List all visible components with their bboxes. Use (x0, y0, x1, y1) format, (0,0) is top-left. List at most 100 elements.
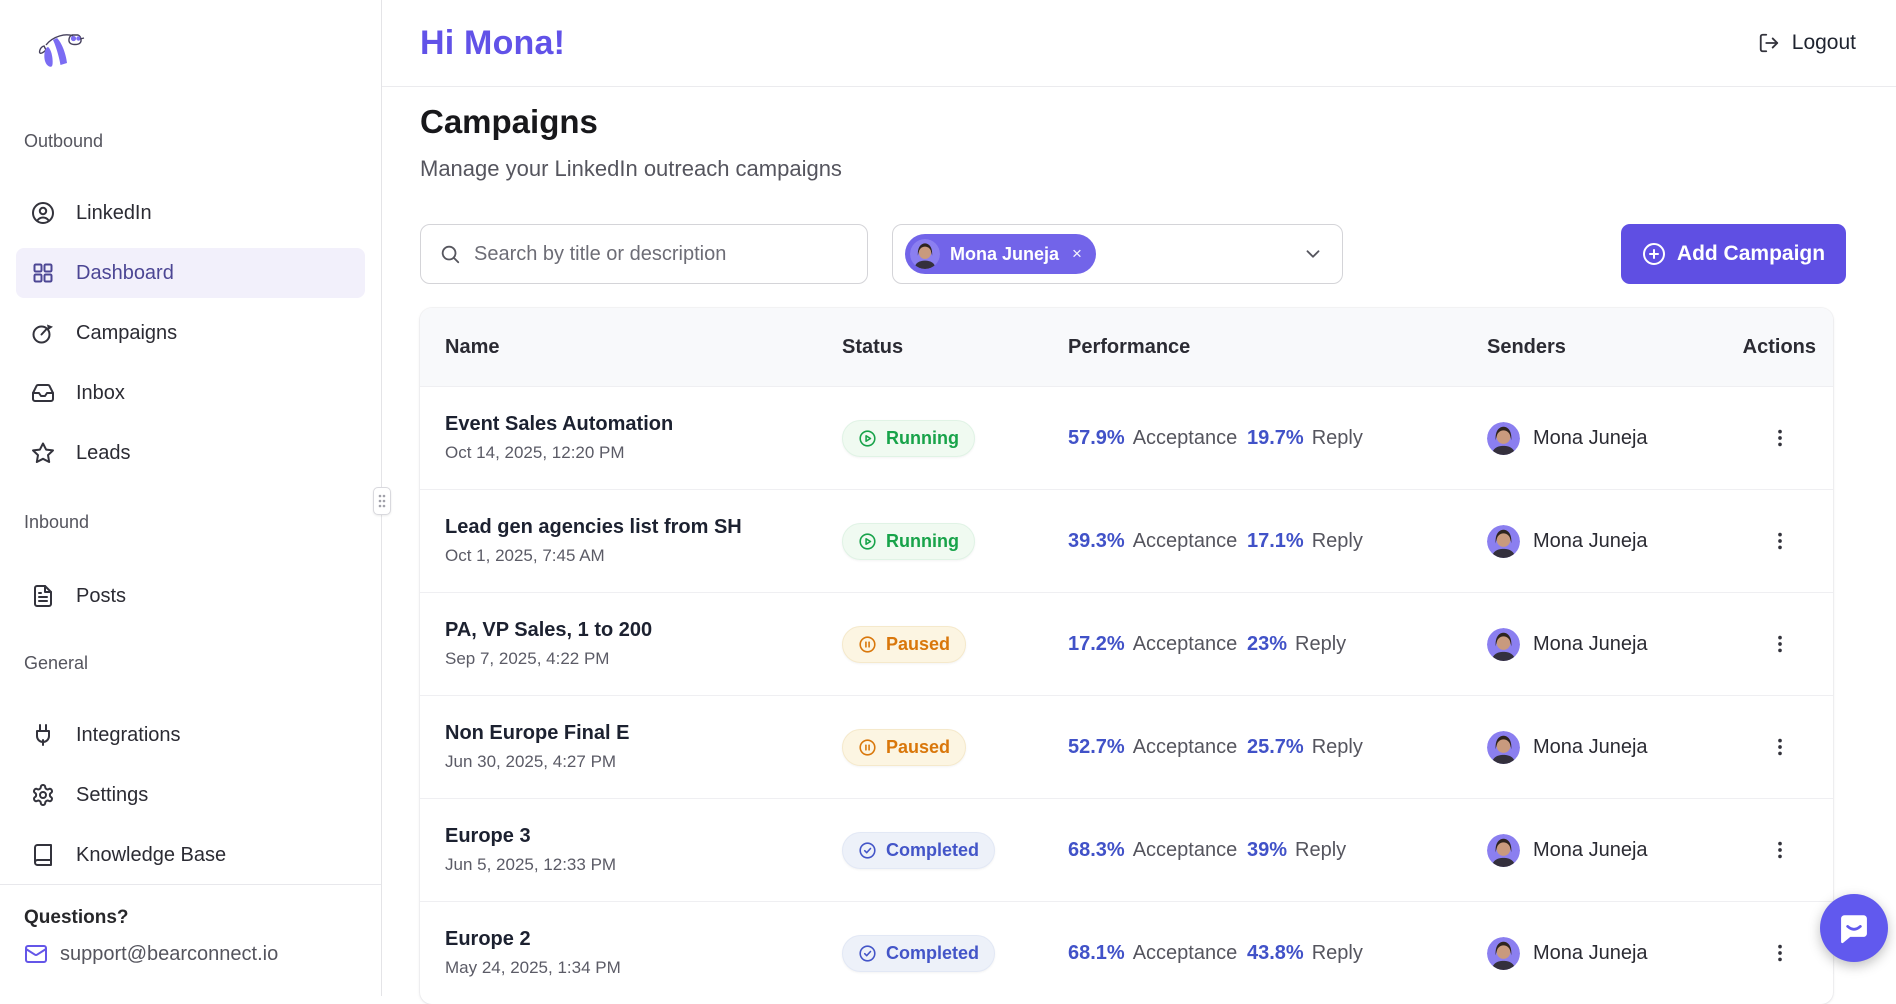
plug-icon (36, 724, 50, 746)
sidebar-item-linkedin[interactable]: LinkedIn (16, 188, 365, 238)
campaign-date: May 24, 2025, 1:34 PM (445, 958, 621, 977)
page-title: Campaigns (420, 103, 598, 140)
sidebar: Outbound LinkedIn Dashboard Campaigns (0, 0, 382, 996)
sender-filter-select[interactable]: Mona Juneja × (892, 224, 1343, 284)
sender-name: Mona Juneja (1533, 632, 1648, 655)
support-email-link[interactable]: support@bearconnect.io (24, 942, 357, 966)
row-actions-menu-button[interactable] (1763, 627, 1797, 661)
chevron-down-icon (1306, 250, 1320, 258)
section-label-outbound: Outbound (24, 131, 104, 151)
row-actions-menu-button[interactable] (1763, 936, 1797, 970)
kebab-icon (1778, 841, 1782, 859)
acceptance-value: 57.9% (1068, 426, 1125, 449)
reply-value: 39% (1247, 838, 1288, 861)
sidebar-footer: Questions? support@bearconnect.io (0, 884, 381, 996)
sidebar-item-inbox[interactable]: Inbox (16, 368, 365, 418)
topbar: Hi Mona! Logout (382, 0, 1896, 87)
logout-icon (1759, 33, 1778, 53)
check-circle-icon (859, 944, 876, 962)
table-row[interactable]: Lead gen agencies list from SH Oct 1, 20… (420, 489, 1833, 592)
sender-avatar (1487, 524, 1520, 558)
campaign-title: Event Sales Automation (445, 413, 674, 435)
column-header-status: Status (842, 335, 904, 358)
campaign-name-cell: PA, VP Sales, 1 to 200 Sep 7, 2025, 4:22… (420, 619, 842, 669)
book-icon (34, 844, 52, 866)
search-input[interactable] (474, 242, 849, 266)
performance-cell: 68.3% Acceptance 39% Reply (1068, 839, 1487, 862)
logout-button[interactable]: Logout (1758, 31, 1856, 55)
sidebar-item-settings[interactable]: Settings (16, 770, 365, 820)
sidebar-item-leads[interactable]: Leads (16, 428, 365, 478)
user-circle-icon (32, 202, 54, 224)
row-actions-menu-button[interactable] (1763, 833, 1797, 867)
pause-circle-icon (859, 738, 876, 756)
reply-value: 17.1% (1247, 529, 1304, 552)
row-actions-menu-button[interactable] (1763, 730, 1797, 764)
sidebar-item-posts[interactable]: Posts (16, 571, 365, 621)
sender-name: Mona Juneja (1533, 838, 1648, 861)
inbox-icon (32, 384, 54, 402)
sender-cell: Mona Juneja (1487, 833, 1727, 867)
chat-launcher-button[interactable] (1820, 894, 1888, 962)
table-row[interactable]: Europe 3 Jun 5, 2025, 12:33 PM Completed… (420, 798, 1833, 901)
page-subtitle: Manage your LinkedIn outreach campaigns (420, 156, 842, 181)
row-actions-menu-button[interactable] (1763, 524, 1797, 558)
add-campaign-button[interactable]: Add Campaign (1621, 224, 1846, 284)
table-row[interactable]: Europe 2 May 24, 2025, 1:34 PM Completed… (420, 901, 1833, 1004)
gear-icon (33, 784, 53, 806)
acceptance-value: 68.3% (1068, 838, 1125, 861)
kebab-icon (1778, 738, 1782, 756)
sidebar-item-knowledge-base[interactable]: Knowledge Base (16, 830, 365, 880)
chip-remove-icon[interactable]: × (1072, 244, 1082, 263)
table-row[interactable]: Event Sales Automation Oct 14, 2025, 12:… (420, 386, 1833, 489)
reply-label: Reply (1311, 529, 1363, 552)
sidebar-item-dashboard[interactable]: Dashboard (16, 248, 365, 298)
kebab-icon (1778, 429, 1782, 447)
greeting: Hi Mona! (420, 23, 566, 62)
sidebar-item-label: Knowledge Base (76, 843, 227, 866)
main-content: Hi Mona! Logout Campaigns Manage your Li… (382, 0, 1896, 1004)
sender-avatar (1487, 421, 1520, 455)
add-campaign-label: Add Campaign (1676, 242, 1826, 265)
reply-label: Reply (1295, 838, 1347, 861)
table-row[interactable]: Non Europe Final E Jun 30, 2025, 4:27 PM… (420, 695, 1833, 798)
campaign-title: Europe 2 (445, 928, 531, 950)
sidebar-item-label: LinkedIn (76, 201, 152, 224)
campaign-name-cell: Non Europe Final E Jun 30, 2025, 4:27 PM (420, 722, 842, 772)
campaign-name-cell: Event Sales Automation Oct 14, 2025, 12:… (420, 413, 842, 463)
grid-icon (33, 263, 53, 283)
campaign-name-cell: Lead gen agencies list from SH Oct 1, 20… (420, 516, 842, 566)
sender-cell: Mona Juneja (1487, 936, 1727, 970)
table-row[interactable]: PA, VP Sales, 1 to 200 Sep 7, 2025, 4:22… (420, 592, 1833, 695)
row-actions-menu-button[interactable] (1763, 421, 1797, 455)
sidebar-resize-handle[interactable] (373, 487, 391, 515)
sender-avatar (1487, 833, 1520, 867)
performance-cell: 17.2% Acceptance 23% Reply (1068, 633, 1487, 656)
sidebar-nav: Outbound LinkedIn Dashboard Campaigns (0, 74, 381, 880)
campaign-icon (32, 324, 53, 344)
acceptance-value: 52.7% (1068, 735, 1125, 758)
questions-title: Questions? (24, 907, 129, 928)
acceptance-label: Acceptance (1132, 941, 1238, 964)
sender-avatar (1487, 627, 1520, 661)
reply-label: Reply (1311, 735, 1363, 758)
campaign-title: Non Europe Final E (445, 722, 630, 744)
sidebar-item-integrations[interactable]: Integrations (16, 710, 365, 760)
sender-avatar (910, 239, 940, 269)
mail-icon (25, 945, 47, 963)
campaign-date: Jun 5, 2025, 12:33 PM (445, 855, 617, 874)
performance-cell: 39.3% Acceptance 17.1% Reply (1068, 530, 1487, 553)
sidebar-item-campaigns[interactable]: Campaigns (16, 308, 365, 358)
acceptance-label: Acceptance (1132, 426, 1238, 449)
status-badge: Paused (842, 625, 967, 663)
reply-label: Reply (1311, 941, 1363, 964)
pause-circle-icon (859, 635, 876, 653)
sender-chip[interactable]: Mona Juneja × (905, 234, 1096, 274)
sidebar-item-label: Dashboard (76, 261, 174, 284)
play-circle-icon (859, 429, 876, 447)
acceptance-label: Acceptance (1132, 529, 1238, 552)
sender-name: Mona Juneja (1533, 941, 1648, 964)
sender-cell: Mona Juneja (1487, 730, 1727, 764)
status-badge: Paused (842, 728, 967, 766)
campaign-date: Oct 1, 2025, 7:45 AM (445, 546, 605, 565)
